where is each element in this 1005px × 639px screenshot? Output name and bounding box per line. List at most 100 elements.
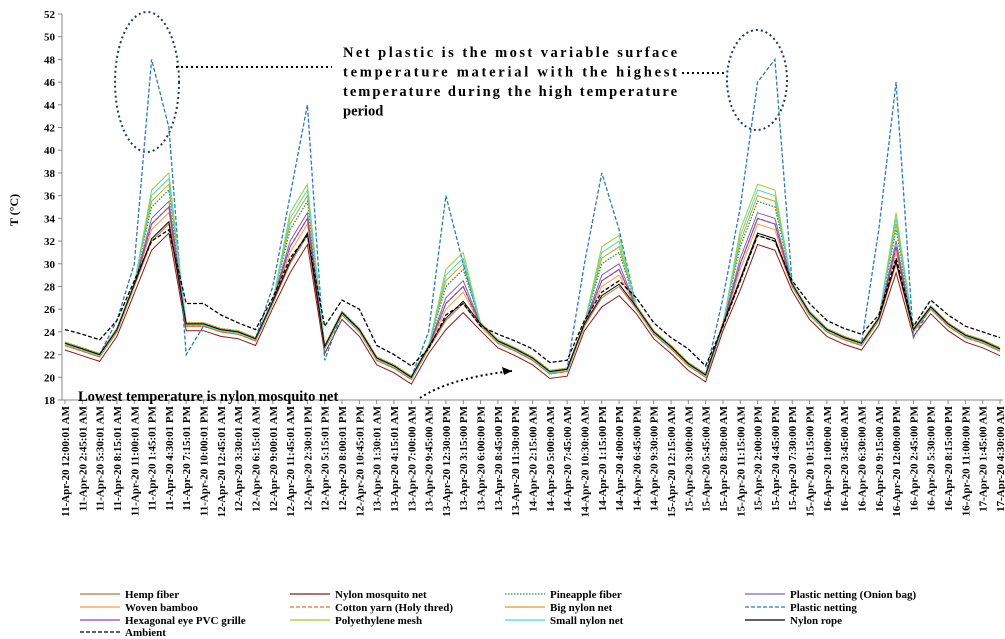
x-tick-label: 17-Apr-20 4:30:00 AM [995,405,1005,512]
y-tick-label: 34 [44,213,56,225]
x-tick-label: 15-Apr-20 2:00:00 PM [753,405,765,511]
series-line [64,205,1001,381]
annotation-text: temperature during the high temperature [343,84,678,100]
series-line [64,171,1001,379]
x-tick-label: 13-Apr-20 7:00:00 AM [406,405,418,512]
legend-label: Plastic netting (Onion bag) [790,589,917,601]
series-line [64,205,1001,379]
y-tick-label: 40 [44,145,56,157]
y-tick-label: 28 [44,281,56,293]
annotation-marks [114,11,788,399]
y-tick-label: 38 [44,168,56,180]
x-tick-label: 16-Apr-20 1:00:00 AM [822,405,834,512]
x-tick-label: 13-Apr-20 1:30:01 AM [372,405,384,512]
x-tick-label: 15-Apr-20 7:30:00 PM [787,405,799,511]
x-tick-label: 11-Apr-20 4:30:01 PM [164,405,176,510]
x-tick-label: 13-Apr-20 3:15:00 PM [458,405,470,511]
legend-label: Hexagonal eye PVC grille [125,615,246,627]
annotation-text: Lowest temperature is nylon mosquito net [78,389,338,405]
x-tick-label: 12-Apr-20 6:15:01 AM [250,405,262,512]
x-tick-label: 16-Apr-20 9:15:00 AM [874,405,886,512]
y-tick-label: 44 [44,100,56,112]
x-tick-label: 11-Apr-20 7:15:01 PM [181,405,193,510]
arrow-head [502,367,512,375]
series-line [64,222,1001,381]
series-line [64,228,1001,368]
x-tick-label: 12-Apr-20 8:00:01 PM [337,405,349,511]
x-tick-label: 14-Apr-20 2:15:00 AM [528,405,540,512]
series-line [64,200,1001,379]
x-tick-label: 15-Apr-20 12:15:00 AM [666,405,678,517]
x-tick-label: 13-Apr-20 9:45:00 AM [424,405,436,512]
y-tick-label: 32 [44,236,56,248]
legend-label: Hemp fiber [125,589,179,601]
annotation-text: Net plastic is the most variable surface [343,45,678,61]
y-tick-label: 48 [44,54,56,66]
x-tick-label: 15-Apr-20 8:30:00 AM [718,405,730,512]
y-tick-label: 20 [44,372,56,384]
x-tick-label: 12-Apr-20 10:45:01 PM [354,405,366,516]
x-tick-label: 15-Apr-20 3:00:00 AM [683,405,695,512]
y-axis-label: T (°C) [7,194,21,226]
highlight-ellipse [726,29,788,131]
x-tick-label: 15-Apr-20 11:15:00 AM [735,405,747,516]
x-tick-label: 12-Apr-20 2:30:01 PM [302,405,314,511]
x-tick-label: 16-Apr-20 5:30:00 PM [926,405,938,511]
x-tick-label: 16-Apr-20 2:45:00 PM [908,405,920,511]
x-tick-label: 11-Apr-20 8:15:01 AM [112,405,124,511]
x-tick-label: 13-Apr-20 11:30:00 PM [510,405,522,516]
legend-label: Polyethylene mesh [335,615,422,627]
y-tick-label: 24 [44,327,56,339]
y-tick-label: 22 [44,350,56,362]
x-tick-label: 16-Apr-20 11:00:00 PM [960,405,972,516]
x-tick-label: 14-Apr-20 4:00:00 PM [614,405,626,511]
y-tick-label: 46 [44,77,56,89]
x-tick-label: 12-Apr-20 12:45:01 AM [216,405,228,517]
x-tick-label: 11-Apr-20 11:00:01 AM [129,405,141,516]
legend-label: Nylon mosquito net [335,589,427,601]
x-tick-label: 11-Apr-20 5:30:01 AM [95,405,107,511]
x-tick-label: 16-Apr-20 3:45:00 AM [839,405,851,512]
leader-arrow [419,370,513,399]
x-tick-label: 14-Apr-20 1:15:00 PM [597,405,609,511]
y-tick-label: 50 [44,32,56,44]
x-tick-label: 16-Apr-20 8:15:00 PM [943,405,955,511]
y-tick-label: 52 [44,9,56,21]
x-tick-label: 12-Apr-20 5:15:01 PM [320,405,332,511]
legend-label: Woven bamboo [125,602,199,614]
x-tick-label: 12-Apr-20 9:00:01 AM [268,405,280,512]
x-tick-label: 15-Apr-20 10:15:00 PM [805,405,817,516]
legend-label: Small nylon net [550,615,624,627]
x-tick-label: 13-Apr-20 12:30:00 PM [441,405,453,516]
x-tick-label: 11-Apr-20 12:00:01 AM [60,405,72,516]
series-line [64,188,1001,378]
x-tick-label: 13-Apr-20 8:45:00 PM [493,405,505,511]
x-tick-label: 15-Apr-20 4:45:00 PM [770,405,782,511]
legend-label: Cotton yarn (Holy thred) [335,602,453,614]
x-tick-label: 12-Apr-20 11:45:01 AM [285,405,297,516]
y-tick-label: 36 [44,191,56,203]
series-line [64,57,1001,379]
x-tick-label: 12-Apr-20 3:30:01 AM [233,405,245,512]
x-tick-label: 14-Apr-20 7:45:00 AM [562,405,574,512]
legend-label: Nylon rope [790,615,842,627]
x-tick-label: 15-Apr-20 5:45:00 AM [701,405,713,512]
x-tick-label: 13-Apr-20 4:15:01 AM [389,405,401,512]
legend-label: Ambient [125,627,166,639]
legend-label: Big nylon net [550,602,613,614]
annotation-text: period [343,104,383,120]
legend-label: Plastic netting [790,602,857,614]
annotation-text: temperature material with the highest [343,65,677,81]
series-line [64,232,1001,385]
y-tick-label: 18 [44,395,56,407]
highlight-ellipse [114,11,180,153]
x-tick-label: 14-Apr-20 10:30:00 AM [579,405,591,517]
y-tick-label: 30 [44,259,56,271]
series-line [64,177,1001,380]
x-tick-label: 17-Apr-20 1:45:00 AM [978,405,990,512]
x-tick-label: 11-Apr-20 2:45:01 AM [77,405,89,511]
series-line [64,211,1001,380]
x-tick-label: 16-Apr-20 6:30:00 AM [856,405,868,512]
legend-label: Pineapple fiber [550,589,622,601]
